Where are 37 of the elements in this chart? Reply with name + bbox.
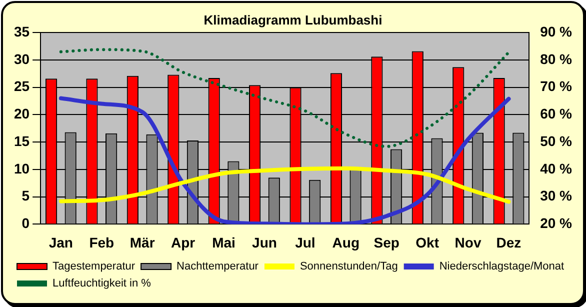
y2-tick-label: 20 % (540, 215, 573, 232)
chart-title: Klimadiagramm Lubumbashi (204, 12, 382, 28)
y2-tick-label: 90 % (540, 23, 573, 40)
x-tick-label: Aug (332, 234, 360, 250)
y2-tick-label: 30 % (540, 188, 573, 204)
y2-tick-label: 60 % (540, 106, 573, 122)
y-tick-label: 5 (22, 188, 30, 204)
x-tick-label: Apr (170, 234, 196, 250)
y-tick-label: 25 (14, 78, 30, 94)
x-tick-label: Mai (212, 234, 236, 250)
legend-label: Sonnenstunden/Tag (300, 260, 398, 273)
x-tick-label: Feb (89, 234, 114, 250)
y2-tick-label: 40 % (540, 160, 573, 176)
legend-label: Nachttemperatur (176, 260, 259, 273)
legend-label: Luftfeuchtigkeit in % (52, 278, 152, 290)
y-tick-label: 0 (22, 215, 30, 232)
line-series (58, 166, 511, 204)
y-tick-label: 35 (14, 23, 30, 40)
x-tick-label: Dez (496, 234, 522, 250)
line-series (59, 48, 510, 148)
y-tick-label: 15 (14, 132, 30, 149)
y2-tick-label: 70 % (540, 78, 573, 94)
y2-tick-label: 80 % (540, 50, 573, 67)
legend-label: Tagestemperatur (52, 260, 136, 273)
x-tick-label: Jun (252, 234, 277, 250)
x-tick-label: Jul (295, 234, 316, 250)
y2-tick-label: 50 % (540, 132, 573, 149)
x-tick-label: Mär (130, 234, 156, 250)
x-tick-label: Okt (416, 234, 440, 250)
y-tick-label: 20 (14, 106, 30, 122)
y-tick-label: 30 (14, 50, 30, 67)
x-tick-label: Nov (454, 234, 482, 250)
legend-label: Niederschlagstage/Monat (439, 260, 564, 273)
x-tick-label: Jan (48, 234, 73, 250)
line-series (58, 96, 511, 224)
x-tick-label: Sep (374, 234, 400, 250)
y-tick-label: 10 (14, 160, 30, 176)
